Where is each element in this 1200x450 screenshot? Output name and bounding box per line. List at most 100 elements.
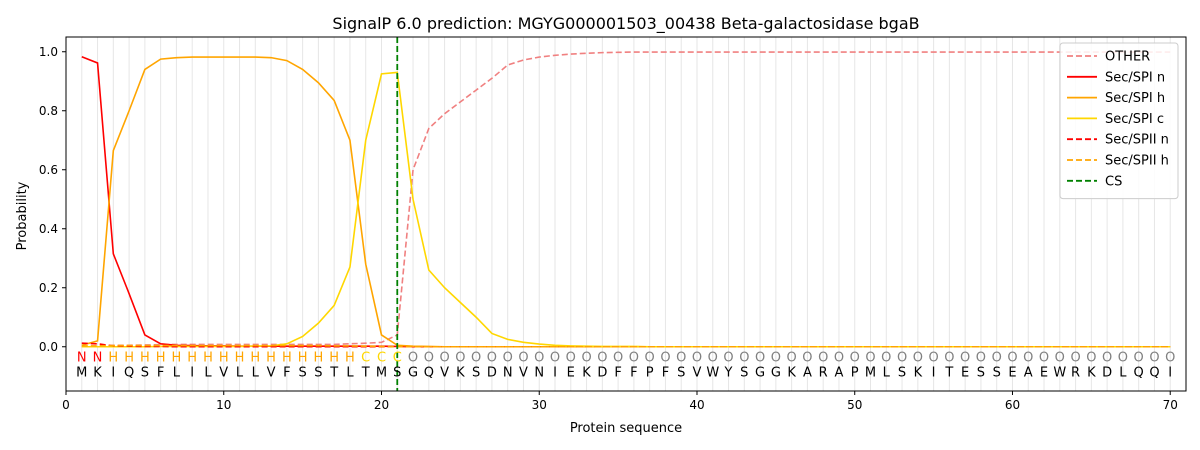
region-label: O <box>660 351 670 366</box>
region-label: O <box>1039 351 1049 366</box>
sequence-residue: F <box>614 365 621 380</box>
y-tick-label: 0.2 <box>39 281 58 295</box>
sequence-residue: L <box>173 365 181 380</box>
x-tick-label: 20 <box>374 398 389 412</box>
region-label: O <box>755 351 765 366</box>
sequence-residue: I <box>553 365 557 380</box>
region-label: O <box>439 351 449 366</box>
sequence-residue: I <box>111 365 115 380</box>
region-label: O <box>739 351 749 366</box>
region-label: O <box>960 351 970 366</box>
sequence-residue: F <box>157 365 164 380</box>
region-label: H <box>298 351 308 366</box>
sequence-residue: Y <box>724 365 733 380</box>
sequence-residue: F <box>283 365 290 380</box>
sequence-residue: G <box>408 365 418 380</box>
sequence-residue: K <box>456 365 465 380</box>
sequence-residue: L <box>346 365 354 380</box>
sequence-residue: A <box>803 365 812 380</box>
series-line-sec-spii-h <box>81 344 1171 348</box>
sequence-residue: K <box>914 365 923 380</box>
region-label: O <box>471 351 481 366</box>
sequence-residue: K <box>787 365 796 380</box>
sequence-residue: T <box>329 365 338 380</box>
sequence-residue: S <box>393 365 401 380</box>
region-label: O <box>487 351 497 366</box>
region-label: O <box>597 351 607 366</box>
x-tick-label: 30 <box>532 398 547 412</box>
region-label: O <box>850 351 860 366</box>
plot-frame <box>65 36 1187 392</box>
legend-label: Sec/SPI n <box>1105 70 1165 85</box>
region-label: O <box>1007 351 1017 366</box>
sequence-residue: V <box>693 365 702 380</box>
sequence-residue: V <box>267 365 276 380</box>
sequence-residue: N <box>503 365 513 380</box>
region-label: O <box>629 351 639 366</box>
sequence-residue: I <box>190 365 194 380</box>
region-label: O <box>1149 351 1159 366</box>
x-tick-label: 70 <box>1163 398 1178 412</box>
sequence-residue: N <box>534 365 544 380</box>
legend-label: CS <box>1105 174 1122 189</box>
sequence-residue: T <box>361 365 370 380</box>
region-label: H <box>203 351 213 366</box>
region-label: O <box>1134 351 1144 366</box>
sequence-residue: K <box>582 365 591 380</box>
sequence-residue: E <box>1008 365 1016 380</box>
y-axis-label: Probability <box>15 181 30 250</box>
legend-label: Sec/SPI c <box>1105 112 1164 127</box>
region-label: O <box>1165 351 1175 366</box>
region-label: C <box>377 351 386 366</box>
sequence-residue: Q <box>1134 365 1144 380</box>
sequence-residue: D <box>597 365 607 380</box>
sequence-residue: E <box>961 365 969 380</box>
sequence-residue: V <box>219 365 228 380</box>
sequence-residue: V <box>519 365 528 380</box>
region-label: C <box>393 351 402 366</box>
sequence-residue: A <box>835 365 844 380</box>
sequence-residue: S <box>740 365 748 380</box>
sequence-residue: R <box>1071 365 1080 380</box>
sequence-residue: L <box>1119 365 1127 380</box>
sequence-residue: W <box>706 365 719 380</box>
region-label: O <box>1023 351 1033 366</box>
sequence-residue: S <box>677 365 685 380</box>
region-label: O <box>834 351 844 366</box>
region-label: O <box>976 351 986 366</box>
sequence-residue: M <box>76 365 87 380</box>
legend: OTHER Sec/SPI n Sec/SPI h Sec/SPI c Sec/SPII… <box>1059 42 1179 200</box>
sequence-residue: G <box>771 365 781 380</box>
region-label: O <box>1102 351 1112 366</box>
region-label: C <box>361 351 370 366</box>
y-tick-label: 1.0 <box>39 45 58 59</box>
region-label: O <box>944 351 954 366</box>
y-tick-label: 0.6 <box>39 163 58 177</box>
sequence-residue: I <box>932 365 936 380</box>
sequence-residue: K <box>93 365 102 380</box>
region-label: O <box>503 351 513 366</box>
region-label: H <box>172 351 182 366</box>
region-label: H <box>282 351 292 366</box>
sequence-residue: S <box>977 365 985 380</box>
sequence-residue: I <box>1168 365 1172 380</box>
region-label: O <box>1086 351 1096 366</box>
sequence-residue: T <box>944 365 953 380</box>
region-label: O <box>897 351 907 366</box>
region-label: O <box>818 351 828 366</box>
series-line-sec-spi-n <box>81 56 1171 348</box>
sequence-residue: W <box>1053 365 1066 380</box>
y-tick-label: 0.0 <box>39 340 58 354</box>
region-label: O <box>424 351 434 366</box>
region-label: N <box>77 351 87 366</box>
x-tick-label: 50 <box>847 398 862 412</box>
x-tick-label: 60 <box>1005 398 1020 412</box>
sequence-residue: K <box>1087 365 1096 380</box>
region-label: H <box>345 351 355 366</box>
sequence-residue: D <box>1102 365 1112 380</box>
x-tick-label: 0 <box>62 398 70 412</box>
region-label: H <box>250 351 260 366</box>
sequence-residue: S <box>898 365 906 380</box>
region-label: H <box>140 351 150 366</box>
